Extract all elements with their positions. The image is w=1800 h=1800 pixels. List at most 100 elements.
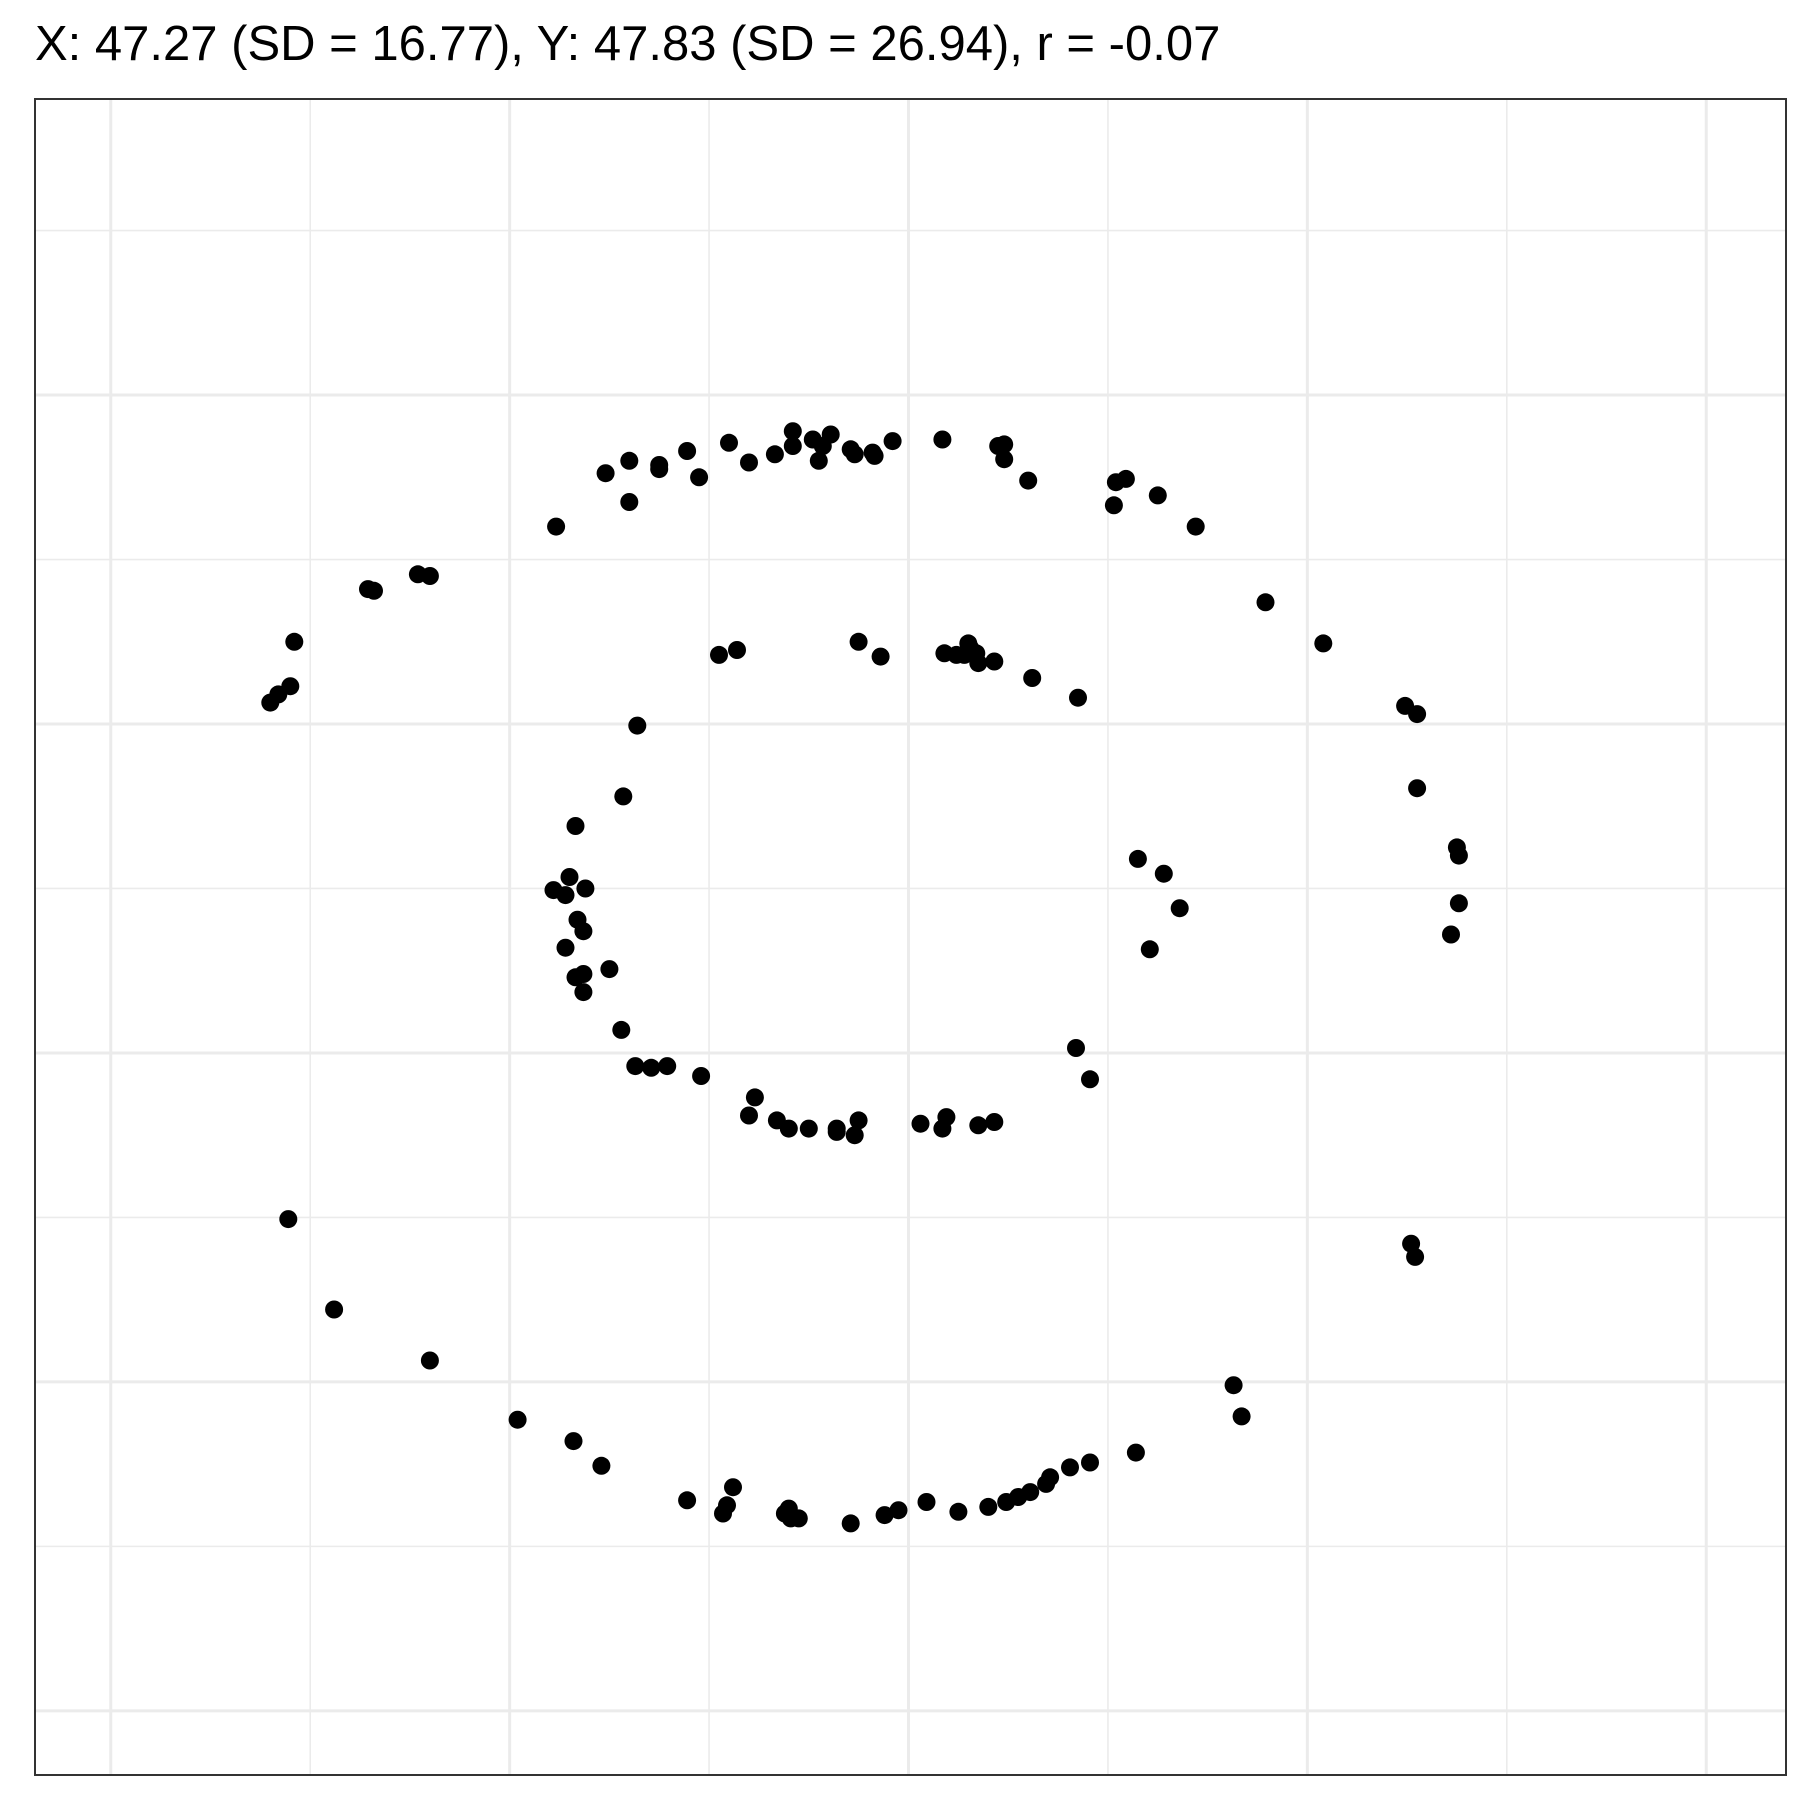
data-point — [1037, 1474, 1056, 1493]
data-point — [614, 787, 633, 806]
data-point — [628, 716, 647, 735]
data-point — [1116, 469, 1135, 488]
data-point — [933, 430, 952, 449]
data-point — [865, 446, 884, 465]
data-point — [560, 868, 579, 886]
data-points — [261, 422, 1468, 1533]
data-point — [692, 1067, 711, 1085]
data-point — [871, 647, 890, 666]
data-point — [775, 1504, 794, 1523]
data-point — [740, 453, 758, 472]
minor-gridlines — [35, 99, 1786, 1775]
chart-title: X: 47.27 (SD = 16.77), Y: 47.83 (SD = 26… — [35, 17, 1221, 71]
data-point — [845, 445, 864, 464]
data-point — [1140, 940, 1159, 959]
data-point — [1023, 669, 1042, 687]
data-point — [690, 468, 709, 487]
data-point — [626, 1057, 645, 1076]
data-point — [917, 1493, 936, 1511]
plot-border — [34, 98, 1787, 1776]
data-point — [1128, 849, 1147, 868]
data-point — [279, 1210, 298, 1229]
data-point — [783, 437, 802, 455]
plot-background — [35, 99, 1786, 1775]
data-point — [1449, 894, 1468, 913]
data-point — [420, 567, 439, 585]
data-point — [875, 1506, 894, 1525]
data-point — [995, 435, 1014, 454]
data-point — [650, 460, 669, 479]
data-point — [592, 1456, 611, 1475]
data-point — [325, 1300, 344, 1319]
data-point — [889, 1501, 908, 1520]
data-point — [600, 960, 619, 979]
data-point — [574, 965, 593, 983]
data-point — [281, 677, 300, 696]
data-point — [985, 1113, 1004, 1131]
data-point — [1148, 486, 1167, 505]
data-point — [508, 1410, 527, 1429]
data-point — [935, 644, 954, 663]
data-point — [1449, 846, 1468, 865]
data-point — [949, 1502, 968, 1521]
data-point — [642, 1058, 661, 1077]
data-point — [596, 464, 615, 483]
data-point — [710, 645, 728, 664]
data-point — [799, 1119, 818, 1138]
data-point — [547, 517, 566, 536]
data-point — [564, 1432, 583, 1451]
data-point — [849, 1111, 868, 1130]
data-point — [959, 634, 978, 653]
data-point — [1081, 1070, 1099, 1089]
data-point — [765, 445, 784, 464]
data-point — [1019, 471, 1038, 490]
data-point — [714, 1504, 732, 1523]
data-point — [1154, 864, 1173, 883]
data-point — [1126, 1443, 1145, 1462]
data-point — [849, 632, 868, 651]
data-point — [556, 938, 575, 957]
data-point — [979, 1497, 998, 1516]
data-point — [1406, 1247, 1425, 1266]
data-point — [845, 1126, 864, 1145]
data-point — [678, 1491, 697, 1510]
major-gridlines — [35, 99, 1786, 1775]
data-point — [745, 1088, 764, 1107]
data-point — [678, 442, 697, 460]
data-point — [1067, 1039, 1085, 1057]
data-point — [1408, 779, 1427, 798]
data-point — [883, 432, 902, 451]
data-point — [1104, 496, 1123, 515]
data-point — [1081, 1453, 1099, 1472]
data-point — [969, 1116, 988, 1135]
data-point — [937, 1108, 956, 1127]
data-point — [576, 879, 595, 898]
data-point — [783, 422, 802, 441]
data-point — [1069, 688, 1087, 707]
data-point — [1256, 593, 1275, 612]
data-point — [724, 1478, 742, 1497]
data-point — [779, 1119, 798, 1138]
data-point — [556, 886, 575, 905]
data-point — [997, 1493, 1016, 1511]
data-point — [620, 451, 639, 470]
data-point — [574, 922, 593, 941]
data-point — [1408, 705, 1427, 724]
data-point — [911, 1114, 930, 1133]
data-point — [740, 1106, 758, 1125]
data-point — [285, 632, 304, 651]
data-point — [620, 493, 639, 511]
data-point — [1314, 634, 1333, 653]
data-point — [1232, 1407, 1251, 1426]
data-point — [420, 1351, 439, 1370]
data-point — [612, 1020, 631, 1039]
data-point — [821, 425, 840, 444]
data-point — [1224, 1376, 1243, 1395]
data-point — [574, 983, 593, 1002]
data-point — [841, 1514, 860, 1533]
data-point — [1442, 925, 1460, 944]
data-point — [261, 693, 280, 712]
data-point — [658, 1057, 677, 1076]
data-point — [365, 581, 383, 600]
